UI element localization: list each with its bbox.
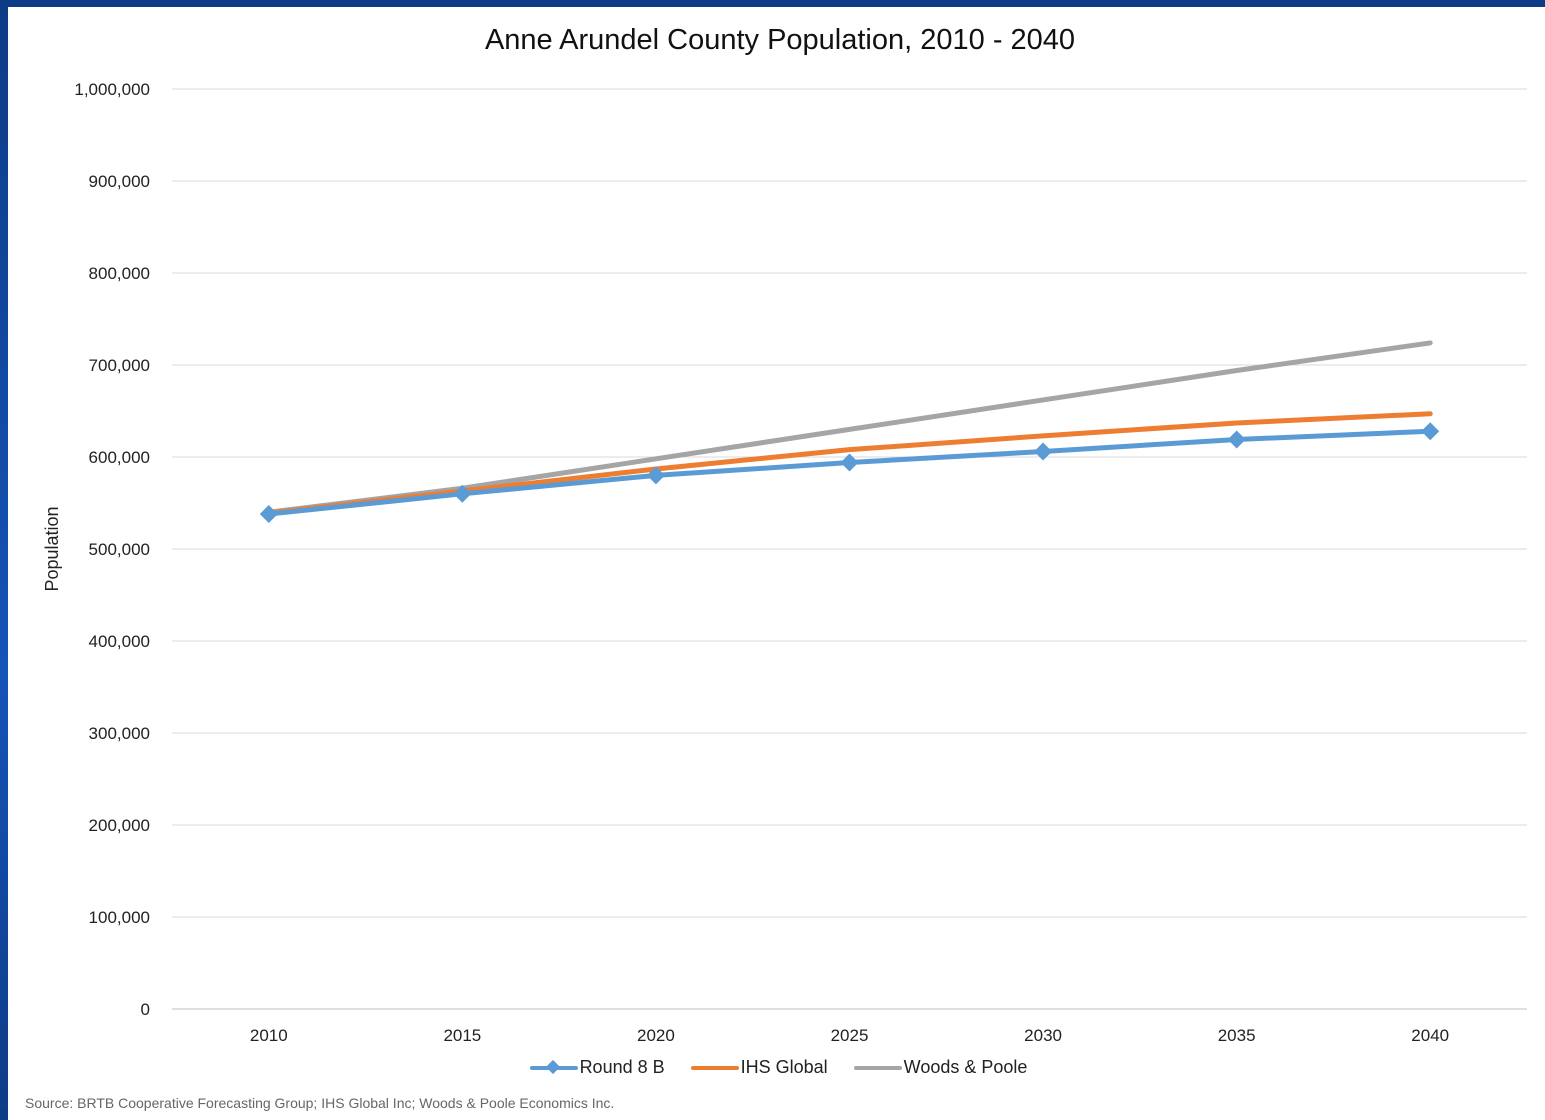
x-tick-label: 2025	[831, 1026, 869, 1045]
y-tick-label: 100,000	[89, 908, 150, 927]
legend-label-round-8b: Round 8 B	[580, 1057, 665, 1078]
y-tick-label: 900,000	[89, 172, 150, 191]
y-tick-label: 0	[141, 1000, 150, 1019]
x-tick-label: 2020	[637, 1026, 675, 1045]
chart-legend: Round 8 B IHS Global Woods & Poole	[0, 1057, 1545, 1078]
data-point	[1421, 422, 1439, 440]
x-tick-label: 2030	[1024, 1026, 1062, 1045]
data-point	[1034, 442, 1052, 460]
y-axis-label: Population	[42, 506, 62, 591]
y-tick-label: 700,000	[89, 356, 150, 375]
source-note: Source: BRTB Cooperative Forecasting Gro…	[25, 1095, 614, 1111]
diamond-marker-icon	[545, 1059, 559, 1073]
y-tick-label: 500,000	[89, 540, 150, 559]
y-tick-label: 1,000,000	[74, 80, 150, 99]
data-point	[260, 505, 278, 523]
y-tick-label: 300,000	[89, 724, 150, 743]
y-tick-label: 200,000	[89, 816, 150, 835]
series-line	[269, 431, 1430, 514]
legend-swatch-ihs-global	[691, 1066, 739, 1070]
legend-swatch-woods-poole	[854, 1066, 902, 1070]
legend-label-woods-poole: Woods & Poole	[904, 1057, 1028, 1078]
legend-swatch-round-8b	[530, 1066, 578, 1070]
legend-item-woods-poole: Woods & Poole	[854, 1057, 1028, 1078]
y-tick-label: 800,000	[89, 264, 150, 283]
series-line	[269, 343, 1430, 512]
data-point	[1228, 431, 1246, 449]
x-tick-label: 2015	[443, 1026, 481, 1045]
x-tick-label: 2040	[1411, 1026, 1449, 1045]
legend-item-round-8b: Round 8 B	[530, 1057, 665, 1078]
legend-item-ihs-global: IHS Global	[691, 1057, 828, 1078]
x-tick-label: 2035	[1218, 1026, 1256, 1045]
legend-label-ihs-global: IHS Global	[741, 1057, 828, 1078]
x-tick-label: 2010	[250, 1026, 288, 1045]
y-tick-label: 600,000	[89, 448, 150, 467]
y-tick-label: 400,000	[89, 632, 150, 651]
data-point	[841, 454, 859, 472]
